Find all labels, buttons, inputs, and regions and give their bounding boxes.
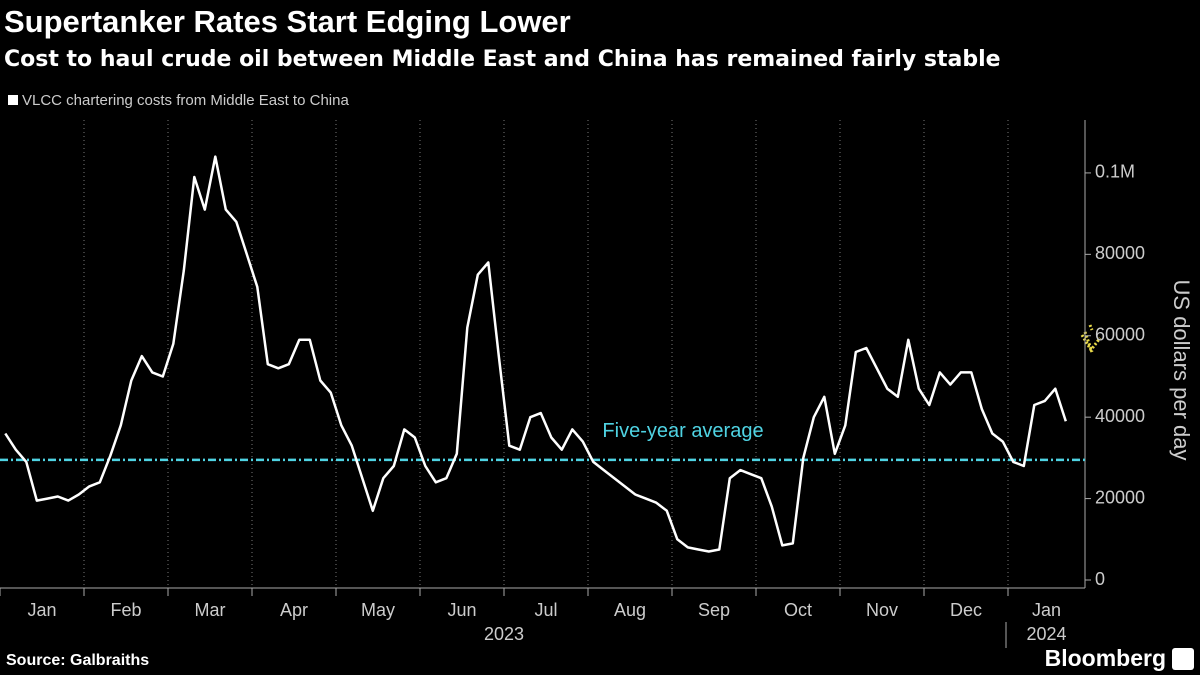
x-tick-label: May	[361, 600, 395, 620]
reference-label: Five-year average	[602, 420, 763, 442]
x-tick-label: Feb	[110, 600, 141, 620]
x-tick-label: Jan	[27, 600, 56, 620]
x-tick-label: Jun	[447, 600, 476, 620]
y-tick-label: 80000	[1095, 243, 1145, 263]
arrow	[1083, 324, 1094, 353]
source: Source: Galbraiths	[6, 652, 149, 669]
chart-title: Supertanker Rates Start Edging Lower	[4, 4, 571, 39]
x-tick-label: Apr	[280, 600, 308, 620]
x-tick-label: Sep	[698, 600, 730, 620]
y-tick-label: 0.1M	[1095, 162, 1135, 182]
legend-label: VLCC chartering costs from Middle East t…	[22, 92, 349, 109]
x-tick-label: Aug	[614, 600, 646, 620]
x-group-label: 2024	[1026, 624, 1066, 644]
y-tick-label: 60000	[1095, 325, 1145, 345]
brand-icon	[1172, 648, 1194, 670]
x-tick-label: Jul	[534, 600, 557, 620]
x-group-label: 2023	[484, 624, 524, 644]
x-tick-label: Oct	[784, 600, 812, 620]
series-line	[4, 155, 1067, 553]
y-tick-label: 20000	[1095, 487, 1145, 507]
x-tick-label: Dec	[950, 600, 982, 620]
x-tick-label: Nov	[866, 600, 898, 620]
legend-swatch	[8, 95, 18, 105]
x-tick-label: Mar	[195, 600, 226, 620]
x-tick-label: Jan	[1032, 600, 1061, 620]
y-tick-label: 40000	[1095, 406, 1145, 426]
chart-subtitle: Cost to haul crude oil between Middle Ea…	[4, 47, 1001, 72]
y-axis-label: US dollars per day	[1169, 280, 1194, 461]
y-tick-label: 0	[1095, 569, 1105, 589]
brand: Bloomberg	[1045, 645, 1166, 671]
